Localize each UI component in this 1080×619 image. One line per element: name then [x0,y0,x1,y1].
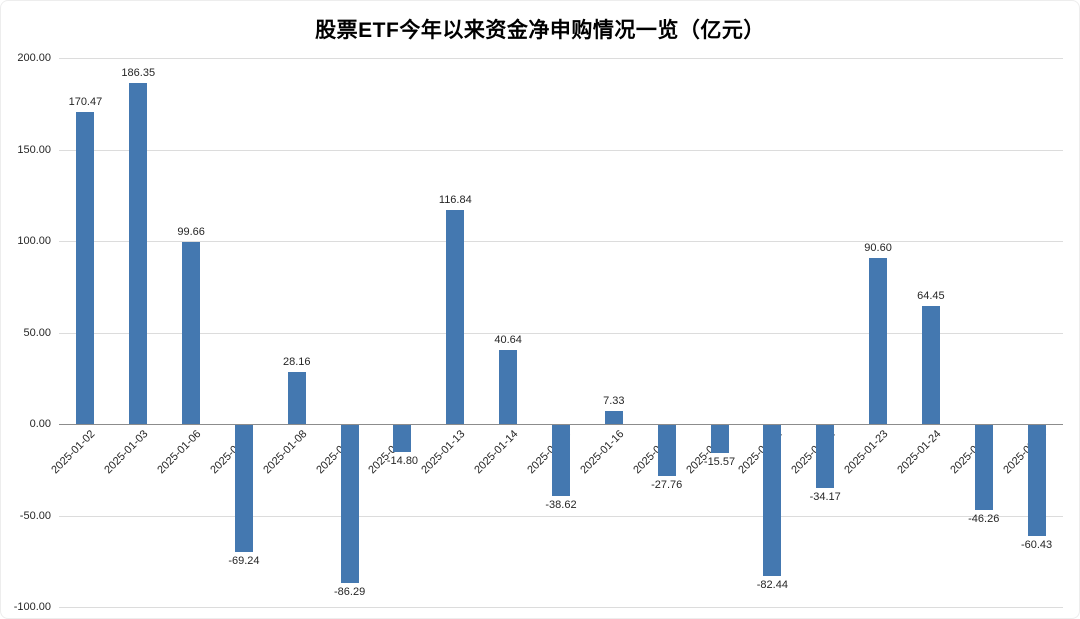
bar-value-label: -38.62 [545,498,577,511]
bar-value-label: -27.76 [651,478,683,491]
y-axis-tick-label: 200.00 [17,52,51,64]
x-axis-zero-line [59,424,1063,425]
y-axis-tick-label: 100.00 [17,235,51,247]
bar-value-label: 90.60 [864,242,892,255]
bar [710,425,729,454]
bar-value-label: -46.26 [968,512,1000,525]
bar-value-label: 99.66 [177,225,205,238]
y-axis-tick-label: 50.00 [23,326,51,339]
bar [974,425,993,510]
gridline [59,515,1063,517]
bar [499,349,518,424]
bar-value-label: -86.29 [334,585,366,598]
bar [234,425,253,552]
bar [816,425,835,488]
bar [657,425,676,476]
bar-value-label: 40.64 [494,333,522,346]
gridline [59,149,1063,151]
bar [340,425,359,583]
bar [763,425,782,576]
gridline [59,58,1063,59]
bar-value-label: 7.33 [603,394,625,407]
bar-value-label: -14.80 [386,455,419,468]
bar [393,425,412,453]
bar [1027,425,1046,536]
bar [182,241,201,424]
bar-value-label: -69.24 [228,554,260,567]
y-axis-tick-label: -100.00 [13,601,51,613]
bar [76,112,95,424]
bar-value-label: 28.16 [283,356,311,369]
gridline [59,241,1063,242]
gridline [59,607,1063,608]
y-axis-tick-label: -50.00 [19,509,51,522]
bar [604,410,623,424]
bar-value-label: -82.44 [756,578,788,591]
bar [129,82,148,424]
bar-value-label: -15.57 [703,456,736,469]
bar-value-label: -60.43 [1020,538,1053,551]
bar-value-label: 116.84 [438,194,472,207]
bar [446,210,465,424]
bar-value-label: -34.17 [809,490,841,503]
chart-title: 股票ETF今年以来资金净申购情况一览（亿元） [315,19,765,42]
gridline [59,332,1063,334]
bar [552,425,570,496]
bar [287,372,306,424]
bar-value-label: 170.47 [68,96,103,109]
bar-value-label: 186.35 [121,66,156,79]
y-axis-tick-label: 0.00 [29,418,51,430]
bar [921,306,940,424]
bar [869,258,888,424]
y-axis-tick-label: 150.00 [17,143,51,156]
bar-value-label: 64.45 [917,290,945,303]
